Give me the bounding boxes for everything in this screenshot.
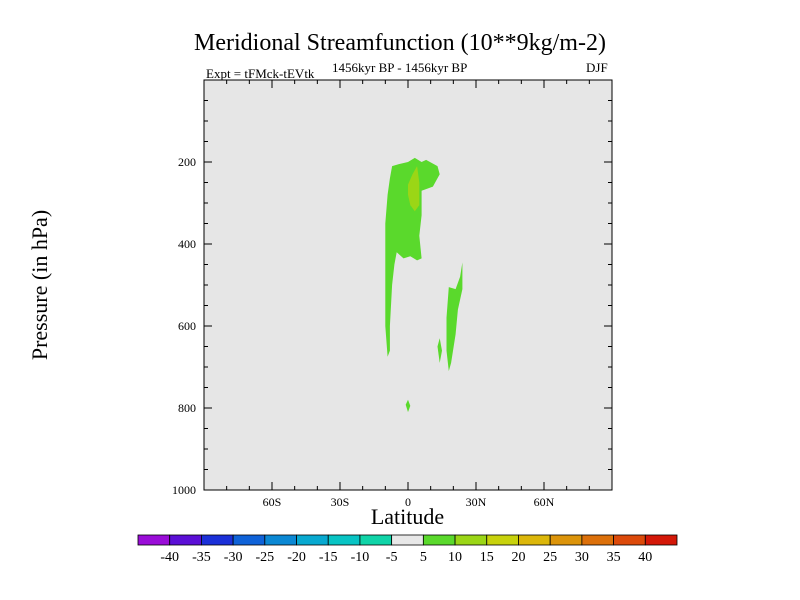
colorbar-label: -40: [160, 550, 179, 565]
colorbar-segment: [581, 534, 614, 546]
colorbar-label: 15: [480, 550, 494, 565]
colorbar-label: 20: [511, 550, 525, 565]
colorbar-segment: [486, 534, 519, 546]
y-axis-label: Pressure (in hPa): [27, 209, 52, 361]
plot-background: [204, 80, 612, 490]
colorbar-segment: [296, 534, 329, 546]
x-tick-label: 60S: [263, 495, 282, 509]
contour-region-positive-cell-south: [446, 262, 463, 372]
y-tick-label: 1000: [172, 483, 196, 497]
contour-regions: [385, 157, 463, 413]
colorbar-segment: [644, 534, 678, 546]
contour-region-positive-cell-core: [408, 166, 420, 212]
colorbar-segment: [454, 534, 488, 546]
colorbar-segment: [422, 534, 456, 546]
colorbar-label: 35: [607, 550, 621, 565]
colorbar-label: -15: [319, 550, 338, 565]
colorbar-segment: [232, 534, 266, 546]
colorbar-segment: [264, 534, 297, 546]
colorbar-label: 30: [575, 550, 589, 565]
colorbar-segment: [169, 534, 202, 546]
plot-area: [204, 80, 612, 490]
y-tick-label: 200: [178, 155, 196, 169]
colorbar-segment: [549, 534, 583, 546]
contour-region-positive-cell-main: [385, 157, 440, 357]
colorbar-segment: [518, 534, 551, 546]
colorbar-label: 40: [638, 550, 652, 565]
experiment-label: Expt = tFMck-tEVtk: [206, 66, 315, 81]
x-tick-label: 30S: [331, 495, 350, 509]
colorbar-segment: [137, 534, 171, 546]
colorbar-segment: [613, 534, 646, 546]
y-tick-label: 600: [178, 319, 196, 333]
colorbar-segment: [201, 534, 234, 546]
colorbar-segment: [327, 534, 361, 546]
colorbar-label: -5: [386, 550, 398, 565]
season-label: DJF: [586, 60, 608, 75]
colorbar-label: -10: [351, 550, 370, 565]
x-tick-label: 60N: [534, 495, 555, 509]
contour-region-positive-cell-small-b: [405, 399, 411, 413]
period-label: 1456kyr BP - 1456kyr BP: [332, 60, 468, 75]
colorbar: -40 -35 -30 -25 -20 -15 -10 -5 5 10 15 20 25 30 35 40: [137, 534, 678, 565]
contour-region-positive-cell-small-a: [437, 338, 442, 363]
colorbar-label: -20: [287, 550, 306, 565]
x-tick-label: 0: [405, 495, 411, 509]
x-tick-label: 30N: [466, 495, 487, 509]
colorbar-label: 5: [420, 550, 427, 565]
x-axis-label: Latitude: [370, 504, 445, 529]
colorbar-label: 10: [448, 550, 462, 565]
colorbar-segment: [391, 534, 424, 546]
colorbar-label: -25: [255, 550, 274, 565]
y-tick-label: 400: [178, 237, 196, 251]
y-tick-label: 800: [178, 401, 196, 415]
colorbar-label: -35: [192, 550, 211, 565]
chart-title: Meridional Streamfunction (10**9kg/m-2): [194, 30, 606, 56]
colorbar-segment: [359, 534, 393, 546]
colorbar-label: 25: [543, 550, 557, 565]
colorbar-label: -30: [224, 550, 243, 565]
axes: 60S 30S 0 30N 60N 200 400 600 800 1000: [172, 79, 613, 509]
